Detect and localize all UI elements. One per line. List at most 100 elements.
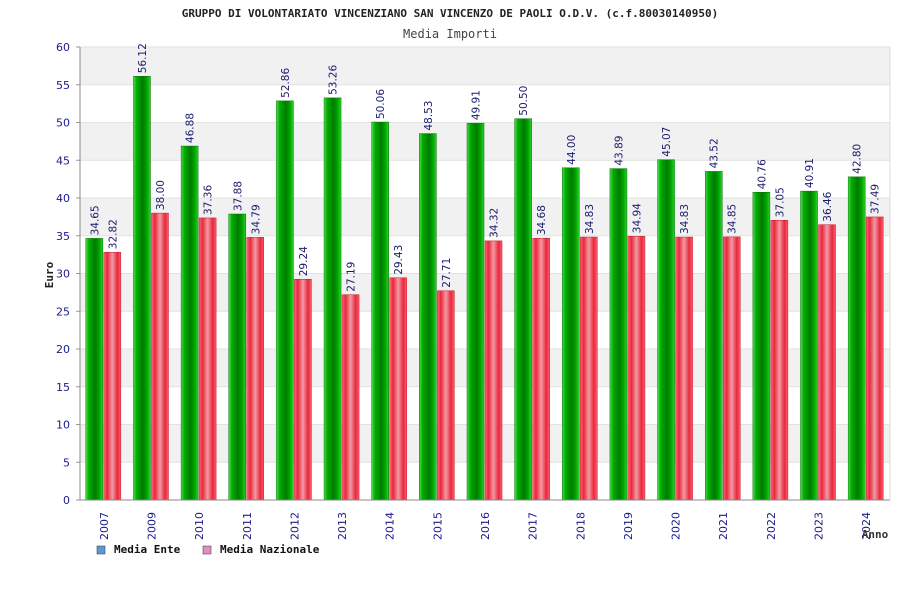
x-tick-label-2023: 2023 xyxy=(813,512,826,540)
bar-media-nazionale-2021 xyxy=(722,236,741,501)
x-tick-label-2014: 2014 xyxy=(384,512,397,540)
y-axis-label: Euro xyxy=(43,261,56,288)
bar-label-media-nazionale-2009: 38.00 xyxy=(155,180,167,210)
bar-media-ente-2021 xyxy=(704,171,723,501)
bars xyxy=(85,76,884,501)
x-tick-label-2020: 2020 xyxy=(670,512,683,540)
bar-media-nazionale-2014 xyxy=(389,277,407,501)
bar-media-nazionale-2011 xyxy=(246,237,265,501)
bar-label-media-ente-2010: 46.88 xyxy=(185,113,197,143)
y-tick-label: 35 xyxy=(56,230,70,243)
bar-label-media-ente-2022: 40.76 xyxy=(756,159,768,189)
bar-media-nazionale-2018 xyxy=(580,236,598,501)
y-axis-ticks: 0 5 10 15 20 25 30 35 40 45 50 55 60 xyxy=(56,41,80,507)
y-tick-label: 45 xyxy=(56,154,70,167)
legend: Media Ente Media Nazionale xyxy=(96,543,320,556)
bar-media-nazionale-2017 xyxy=(532,237,550,501)
bar-media-nazionale-2012 xyxy=(294,278,312,501)
bar-label-media-nazionale-2010: 37.36 xyxy=(203,185,215,215)
bar-label-media-ente-2012: 52.86 xyxy=(280,68,292,98)
plot-band xyxy=(80,47,890,85)
y-tick-label: 5 xyxy=(63,456,70,469)
bar-label-media-ente-2013: 53.26 xyxy=(328,65,340,95)
bar-media-ente-2024 xyxy=(847,176,866,501)
bar-label-media-ente-2011: 37.88 xyxy=(232,181,244,211)
legend-label-media-nazionale: Media Nazionale xyxy=(220,543,320,556)
legend-label-media-ente: Media Ente xyxy=(114,543,181,556)
x-tick-label-2011: 2011 xyxy=(241,512,254,540)
bar-label-media-nazionale-2007: 32.82 xyxy=(107,219,119,249)
bar-media-ente-2011 xyxy=(228,213,247,501)
x-tick-label-2017: 2017 xyxy=(527,512,540,540)
bar-media-ente-2010 xyxy=(180,145,199,501)
axes xyxy=(79,47,891,501)
bar-media-nazionale-2015 xyxy=(437,290,455,501)
chart-subtitle: Media Importi xyxy=(403,27,497,41)
bar-label-media-nazionale-2024: 37.49 xyxy=(870,184,882,214)
x-tick-label-2021: 2021 xyxy=(717,512,730,540)
bar-media-ente-2018 xyxy=(562,167,580,501)
bar-media-ente-2014 xyxy=(371,121,389,501)
x-tick-label-2024: 2024 xyxy=(860,512,873,540)
bar-label-media-nazionale-2015: 27.71 xyxy=(441,258,453,288)
bar-label-media-nazionale-2021: 34.85 xyxy=(727,204,739,234)
bar-label-media-nazionale-2011: 34.79 xyxy=(250,204,262,234)
bar-value-labels: 34.65 32.82 56.12 38.00 46.88 37.36 37.88 34.79… xyxy=(89,43,881,291)
x-axis-ticks: 2007 2009 2010 2011 2012 2013 2014 2015 2016 2017… xyxy=(98,512,873,540)
y-tick-label: 0 xyxy=(63,494,70,507)
bar-media-ente-2016 xyxy=(466,122,485,501)
bar-media-ente-2017 xyxy=(514,118,532,501)
bar-label-media-ente-2007: 34.65 xyxy=(89,205,101,235)
bar-label-media-nazionale-2014: 29.43 xyxy=(393,245,405,275)
chart-title: GRUPPO DI VOLONTARIATO VINCENZIANO SAN V… xyxy=(182,7,718,20)
bar-label-media-ente-2017: 50.50 xyxy=(518,86,530,116)
y-tick-label: 25 xyxy=(56,305,70,318)
bar-media-ente-2020 xyxy=(657,159,675,501)
y-tick-label: 50 xyxy=(56,117,70,130)
legend-swatch-media-nazionale xyxy=(202,545,212,555)
x-tick-label-2010: 2010 xyxy=(193,512,206,540)
bar-label-media-nazionale-2019: 34.94 xyxy=(631,203,643,233)
x-tick-label-2022: 2022 xyxy=(765,512,778,540)
y-tick-label: 15 xyxy=(56,381,70,394)
bar-media-ente-2007 xyxy=(85,238,104,501)
bar-media-ente-2009 xyxy=(133,76,151,501)
bar-label-media-nazionale-2022: 37.05 xyxy=(774,187,786,217)
bar-media-nazionale-2024 xyxy=(865,216,884,501)
y-tick-label: 20 xyxy=(56,343,70,356)
bar-label-media-ente-2023: 40.91 xyxy=(804,158,816,188)
bar-label-media-ente-2015: 48.53 xyxy=(423,101,435,131)
bar-media-ente-2023 xyxy=(800,190,818,501)
bar-label-media-nazionale-2016: 34.32 xyxy=(489,208,501,238)
bar-media-nazionale-2019 xyxy=(627,235,646,501)
bar-media-nazionale-2023 xyxy=(818,224,836,501)
y-tick-label: 60 xyxy=(56,41,70,54)
x-tick-label-2018: 2018 xyxy=(574,512,587,540)
bar-label-media-ente-2014: 50.06 xyxy=(375,89,387,119)
bar-media-nazionale-2016 xyxy=(484,240,503,501)
bar-label-media-ente-2021: 43.52 xyxy=(709,138,721,168)
y-tick-label: 40 xyxy=(56,192,70,205)
x-tick-label-2015: 2015 xyxy=(431,512,444,540)
bar-media-nazionale-2013 xyxy=(341,294,360,501)
bar-media-nazionale-2007 xyxy=(103,251,122,501)
bar-media-nazionale-2022 xyxy=(770,220,789,501)
bar-label-media-ente-2024: 42.80 xyxy=(852,144,864,174)
x-tick-label-2009: 2009 xyxy=(145,512,158,540)
legend-swatch-media-ente xyxy=(96,545,106,555)
bar-media-nazionale-2010 xyxy=(198,217,217,501)
x-tick-label-2012: 2012 xyxy=(288,512,301,540)
bar-label-media-nazionale-2020: 34.83 xyxy=(679,204,691,234)
bar-media-nazionale-2020 xyxy=(675,236,693,501)
plot-band xyxy=(80,84,890,123)
bar-label-media-nazionale-2023: 36.46 xyxy=(822,191,834,221)
bar-label-media-nazionale-2018: 34.83 xyxy=(584,204,596,234)
x-tick-label-2016: 2016 xyxy=(479,512,492,540)
bar-media-ente-2022 xyxy=(752,192,771,501)
y-tick-label: 55 xyxy=(56,79,70,92)
plot-band xyxy=(80,122,890,161)
y-tick-label: 30 xyxy=(56,268,70,281)
bar-media-ente-2012 xyxy=(276,100,294,501)
y-tick-label: 10 xyxy=(56,419,70,432)
